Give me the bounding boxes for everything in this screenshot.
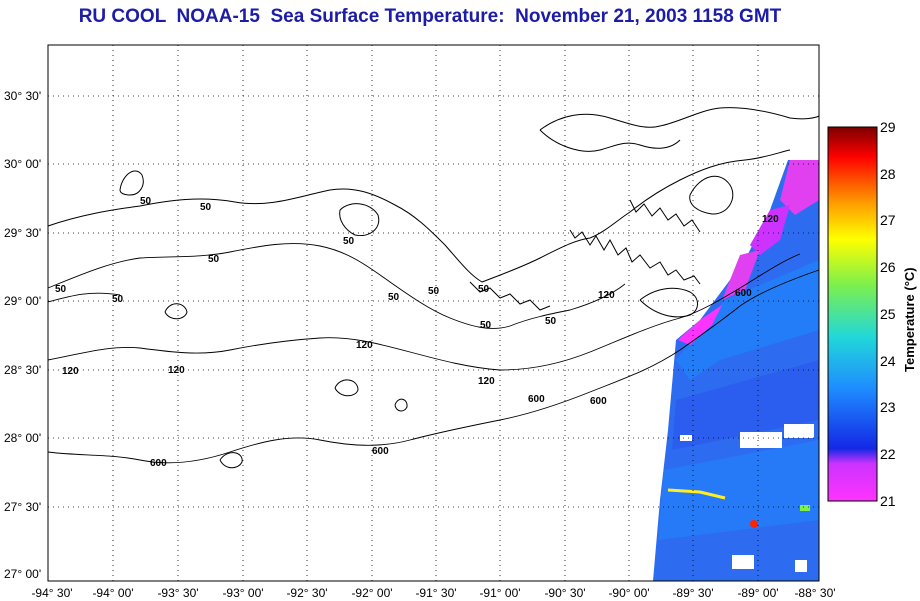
contour-label: 50 xyxy=(343,236,355,247)
contour-label: 50 xyxy=(478,284,490,295)
contour-label: 600 xyxy=(150,458,167,469)
colorbar-tick: 25 xyxy=(880,306,896,322)
bathymetry-contours xyxy=(47,243,820,464)
contour-label: 600 xyxy=(528,394,545,405)
contour-label: 600 xyxy=(372,446,389,457)
contour-label: 120 xyxy=(62,366,79,377)
colorbar-tick: 22 xyxy=(880,446,896,462)
contour-label: 50 xyxy=(388,292,400,303)
contour-label: 600 xyxy=(735,288,752,299)
colorbar: 29 28 27 26 25 24 23 22 21 Temperature (… xyxy=(827,119,917,509)
latitude-labels: 30° 30' 30° 00' 29° 30' 29° 00' 28° 30' … xyxy=(4,89,41,581)
colorbar-tick: 21 xyxy=(880,493,896,509)
lon-label: -88° 30' xyxy=(794,586,835,600)
lon-label: -89° 30' xyxy=(672,586,713,600)
graticule xyxy=(48,45,819,581)
contour-label: 50 xyxy=(545,316,557,327)
lat-label: 27° 30' xyxy=(4,500,41,514)
contour-label: 50 xyxy=(200,202,212,213)
lon-label: -90° 30' xyxy=(544,586,585,600)
contour-label: 120 xyxy=(168,365,185,376)
lat-label: 29° 30' xyxy=(4,226,41,240)
lon-label: -92° 00' xyxy=(351,586,392,600)
lat-label: 28° 00' xyxy=(4,431,41,445)
lon-label: -94° 30' xyxy=(31,586,72,600)
plot-frame xyxy=(47,44,820,582)
contour-label: 50 xyxy=(428,286,440,297)
contour-label: 50 xyxy=(208,254,220,265)
contour-label: 50 xyxy=(55,284,67,295)
lon-label: -94° 00' xyxy=(92,586,133,600)
lon-label: -93° 30' xyxy=(157,586,198,600)
contour-label: 120 xyxy=(762,214,779,225)
contour-labels: 50 50 50 50 50 50 50 50 50 50 50 120 120… xyxy=(55,196,779,469)
lon-label: -89° 00' xyxy=(737,586,778,600)
colorbar-label: Temperature (°C) xyxy=(902,267,917,372)
lat-label: 30° 30' xyxy=(4,89,41,103)
colorbar-gradient xyxy=(827,126,878,502)
lon-label: -93° 00' xyxy=(222,586,263,600)
contour-label: 600 xyxy=(590,396,607,407)
longitude-labels: -94° 30' -94° 00' -93° 30' -93° 00' -92°… xyxy=(31,586,835,600)
colorbar-tick: 27 xyxy=(880,212,896,228)
sst-swath xyxy=(653,160,819,581)
lat-label: 28° 30' xyxy=(4,363,41,377)
colorbar-tick: 23 xyxy=(880,399,896,415)
colorbar-tick: 29 xyxy=(880,119,896,135)
lat-label: 30° 00' xyxy=(4,157,41,171)
lon-label: -91° 00' xyxy=(479,586,520,600)
lat-label: 29° 00' xyxy=(4,294,41,308)
lon-label: -92° 30' xyxy=(286,586,327,600)
contour-label: 50 xyxy=(480,320,492,331)
colorbar-tick: 24 xyxy=(880,353,896,369)
lon-label: -91° 30' xyxy=(415,586,456,600)
colorbar-tick: 26 xyxy=(880,259,896,275)
lat-label: 27° 00' xyxy=(4,567,41,581)
colorbar-tick: 28 xyxy=(880,166,896,182)
coastline xyxy=(47,107,820,469)
contour-label: 120 xyxy=(356,340,373,351)
contour-label: 50 xyxy=(112,294,124,305)
map-title: RU COOL NOAA-15 Sea Surface Temperature:… xyxy=(78,6,782,27)
lon-label: -90° 00' xyxy=(608,586,649,600)
contour-label: 120 xyxy=(598,290,615,301)
contour-label: 50 xyxy=(140,196,152,207)
contour-label: 120 xyxy=(478,376,495,387)
